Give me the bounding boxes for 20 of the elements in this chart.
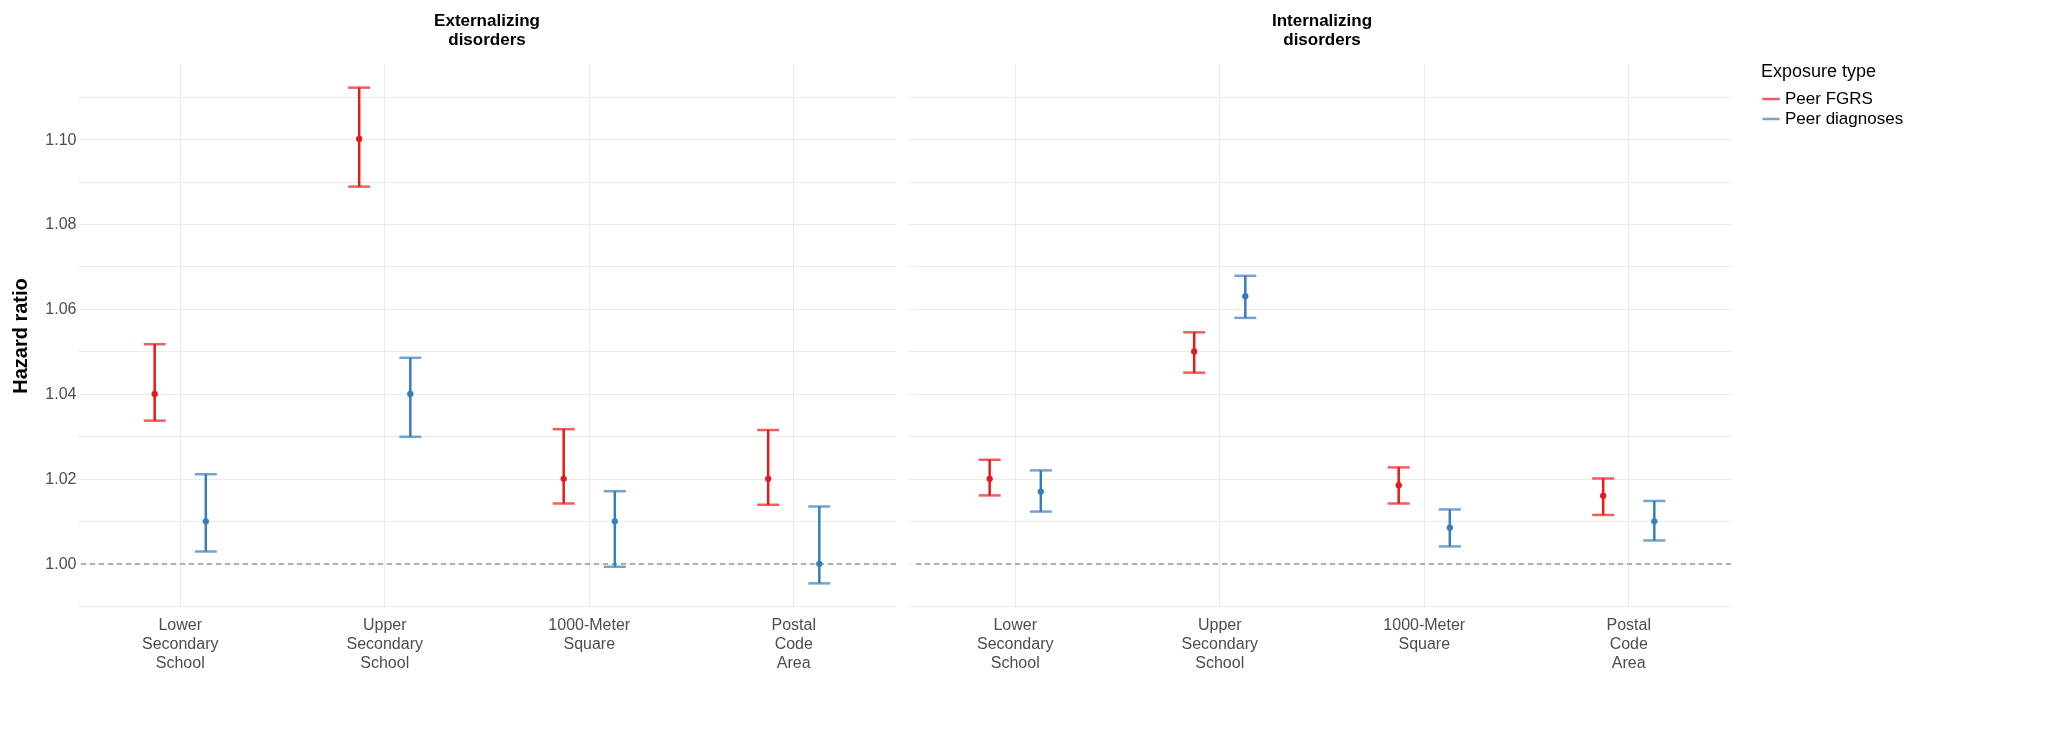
legend-label: Peer diagnoses [1785,109,1904,128]
y-tick-label: 1.02 [45,470,77,488]
y-tick-label: 1.00 [45,555,77,573]
x-tick-label: Postal Code Area [771,615,816,671]
y-axis-title: Hazard ratio [9,278,32,394]
y-tick-label: 1.08 [45,215,77,233]
legend-label: Peer FGRS [1785,89,1873,108]
chart-title: Internalizing disorders [1271,11,1373,49]
y-tick-label: 1.10 [45,130,77,148]
x-tick-label: Postal Code Area [1606,615,1651,671]
y-tick-label: 1.06 [45,300,77,318]
x-tick-label: Lower Secondary School [977,615,1054,671]
x-tick-label: Lower Secondary School [142,615,219,671]
x-tick-label: 1000-Meter Square [1383,615,1466,652]
y-tick-label: 1.04 [45,385,77,403]
x-tick-label: 1000-Meter Square [548,615,631,652]
x-tick-label: Upper Secondary School [1181,615,1258,671]
x-tick-label: Upper Secondary School [346,615,423,671]
legend-title: Exposure type [1761,61,1877,81]
chart-title: Externalizing disorders [434,11,540,49]
